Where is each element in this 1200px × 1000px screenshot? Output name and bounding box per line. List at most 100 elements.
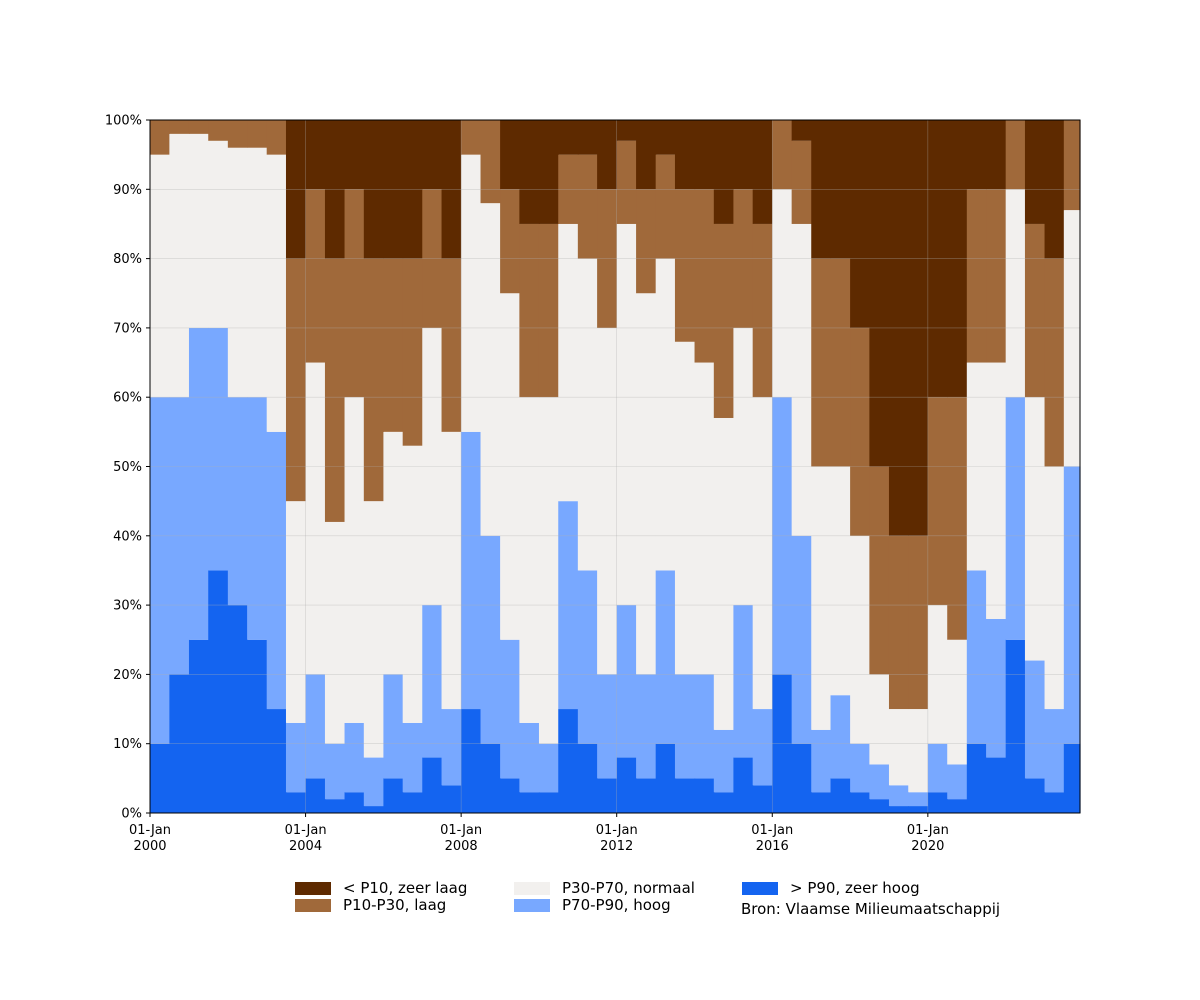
- area-segment-3-1: [169, 120, 190, 134]
- area-segment-2-44: [1005, 189, 1026, 398]
- area-segment-3-40: [927, 397, 948, 606]
- area-segment-2-9: [324, 521, 346, 744]
- y-tick-label: 40%: [113, 529, 142, 544]
- legend-column-mid: P30-P70, normaal P70-P90, hoog: [514, 880, 695, 914]
- area-segment-4-18: [500, 120, 520, 190]
- area-segment-0-17: [480, 743, 501, 813]
- area-segment-4-29: [713, 120, 734, 224]
- area-segment-2-38: [888, 709, 909, 786]
- area-segment-4-21: [558, 120, 579, 155]
- area-segment-0-45: [1024, 778, 1046, 813]
- area-segment-4-43: [986, 120, 1007, 190]
- x-tick-label-year: 2012: [600, 839, 633, 854]
- area-segment-2-47: [1063, 210, 1081, 467]
- legend-item-normaal: P30-P70, normaal: [514, 880, 695, 896]
- area-segment-0-2: [188, 639, 209, 813]
- area-segment-1-0: [150, 397, 170, 744]
- y-tick-label: 30%: [113, 599, 142, 614]
- area-segment-2-32: [772, 189, 793, 398]
- area-segment-4-10: [344, 120, 365, 190]
- area-segment-2-6: [266, 154, 287, 432]
- area-segment-2-41: [947, 639, 968, 765]
- area-segment-0-37: [869, 799, 890, 813]
- area-segment-0-24: [616, 757, 637, 813]
- area-segment-3-42: [966, 189, 987, 363]
- area-segment-4-37: [869, 120, 890, 467]
- area-segment-4-36: [850, 120, 870, 328]
- area-segment-1-44: [1005, 397, 1026, 640]
- area-segment-3-28: [694, 189, 715, 363]
- area-segment-3-44: [1005, 120, 1026, 190]
- legend-swatch-laag: [295, 898, 331, 912]
- x-tick-label: 01-Jan: [440, 823, 482, 838]
- legend-item-zeer-laag: < P10, zeer laag: [295, 880, 467, 896]
- area-segment-3-45: [1024, 223, 1046, 398]
- legend-label-normaal: P30-P70, normaal: [562, 879, 695, 897]
- area-segment-0-23: [597, 778, 618, 813]
- y-tick-label: 90%: [113, 183, 142, 198]
- legend: < P10, zeer laag P10-P30, laag P30-P70, …: [295, 880, 1055, 920]
- x-tick-label-year: 2016: [756, 839, 789, 854]
- area-segment-3-27: [674, 189, 696, 342]
- area-segment-3-5: [247, 120, 268, 148]
- area-segment-0-8: [305, 778, 326, 813]
- area-segment-3-26: [655, 154, 676, 259]
- area-segment-3-39: [908, 535, 929, 710]
- area-segment-3-12: [383, 258, 404, 432]
- area-segment-2-26: [655, 258, 676, 571]
- area-segment-2-12: [383, 431, 404, 675]
- area-segment-3-33: [791, 140, 812, 224]
- area-segment-4-24: [616, 120, 637, 141]
- area-segment-0-18: [500, 778, 520, 813]
- area-segment-4-20: [538, 120, 559, 224]
- area-segment-3-16: [461, 120, 482, 155]
- x-tick-label: 01-Jan: [907, 823, 949, 838]
- area-segment-2-2: [188, 133, 209, 328]
- area-segment-1-19: [519, 722, 540, 793]
- area-segment-3-4: [227, 120, 248, 148]
- area-segment-2-34: [811, 466, 832, 730]
- legend-label-zeer-hoog: > P90, zeer hoog: [790, 879, 920, 897]
- area-segment-4-14: [422, 120, 443, 190]
- area-segment-0-38: [888, 806, 909, 813]
- area-segment-1-3: [208, 327, 229, 571]
- area-segment-3-9: [324, 258, 346, 522]
- area-segment-0-30: [733, 757, 754, 813]
- area-segment-1-37: [869, 764, 890, 800]
- x-tick-label-year: 2020: [911, 839, 944, 854]
- area-segment-2-15: [441, 431, 462, 710]
- area-segment-2-17: [480, 203, 501, 536]
- area-segment-3-8: [305, 189, 326, 363]
- area-segment-1-6: [266, 431, 287, 710]
- x-tick-label: 01-Jan: [129, 823, 171, 838]
- area-segment-0-31: [752, 785, 773, 813]
- area-segment-1-10: [344, 722, 365, 793]
- area-segment-2-4: [227, 147, 248, 398]
- area-segment-1-14: [422, 605, 443, 758]
- y-tick-label: 80%: [113, 252, 142, 267]
- area-segment-1-31: [752, 709, 773, 786]
- area-segment-3-41: [947, 397, 968, 640]
- area-segment-3-11: [363, 258, 384, 502]
- area-segment-3-24: [616, 140, 637, 224]
- area-segment-0-10: [344, 792, 365, 813]
- area-segment-3-22: [577, 154, 598, 259]
- area-segment-2-37: [869, 674, 890, 765]
- legend-item-zeer-hoog: > P90, zeer hoog: [742, 880, 920, 896]
- area-segment-0-47: [1063, 743, 1081, 813]
- x-tick-label-year: 2004: [289, 839, 322, 854]
- legend-item-hoog: P70-P90, hoog: [514, 897, 695, 913]
- area-segment-1-42: [966, 570, 987, 744]
- legend-label-hoog: P70-P90, hoog: [562, 896, 671, 914]
- area-segment-0-29: [713, 792, 734, 813]
- area-segment-1-12: [383, 674, 404, 779]
- area-segment-4-31: [752, 120, 773, 224]
- area-segment-1-15: [441, 709, 462, 786]
- area-segment-0-25: [636, 778, 657, 813]
- area-segment-1-18: [500, 639, 520, 779]
- area-segment-1-24: [616, 605, 637, 758]
- area-segment-2-36: [850, 535, 870, 744]
- area-segment-0-22: [577, 743, 598, 813]
- area-segment-1-35: [830, 695, 851, 779]
